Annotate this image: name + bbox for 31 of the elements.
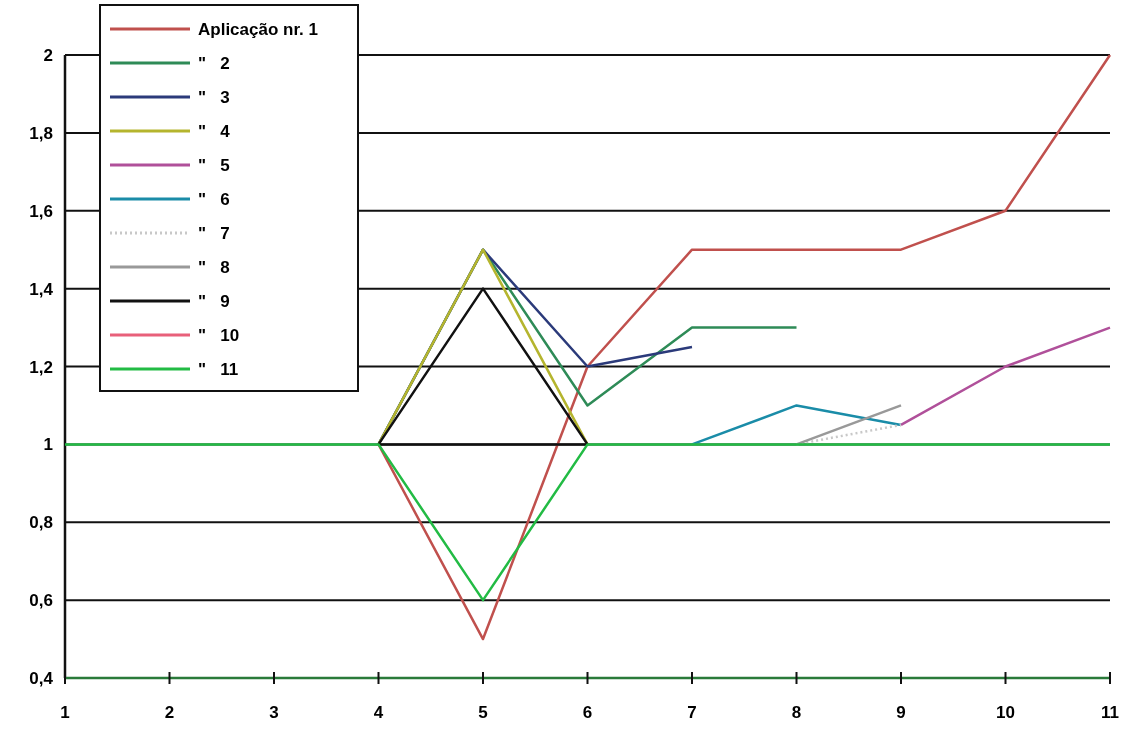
x-tick-label: 9 [896,703,906,722]
x-tick-label: 5 [478,703,488,722]
legend-label: Aplicação nr. 1 [198,20,318,39]
x-tick-label: 7 [687,703,697,722]
legend-label: " 6 [198,190,230,209]
legend-label: " 2 [198,54,230,73]
x-tick-label: 2 [164,703,175,722]
x-tick-label: 10 [996,703,1015,722]
y-tick-label: 0,8 [29,513,53,533]
y-tick-label: 1,2 [29,357,53,377]
legend-label: " 4 [198,122,231,141]
x-tick-label: 3 [269,703,279,722]
x-tick-label: 11 [1101,703,1119,722]
legend-label: " 7 [198,224,230,243]
y-tick-label: 1,8 [29,123,53,143]
y-tick-label: 0,6 [29,591,53,611]
legend-label: " 11 [198,360,239,379]
y-tick-label: 1,6 [29,201,53,221]
y-tick-label: 0,4 [29,669,54,688]
legend-label: " 10 [198,326,240,345]
x-tick-label: 1 [60,703,70,722]
legend-label: " 9 [198,292,230,311]
y-tick-label: 1 [43,435,53,455]
legend-label: " 3 [198,88,230,107]
y-tick-label: 1,4 [29,279,54,299]
x-tick-label: 4 [373,703,384,722]
y-tick-label: 2 [43,46,53,65]
x-tick-label: 8 [791,703,802,722]
legend-label: " 8 [198,258,230,277]
legend-label: " 5 [198,156,230,175]
x-tick-label: 6 [582,703,593,722]
